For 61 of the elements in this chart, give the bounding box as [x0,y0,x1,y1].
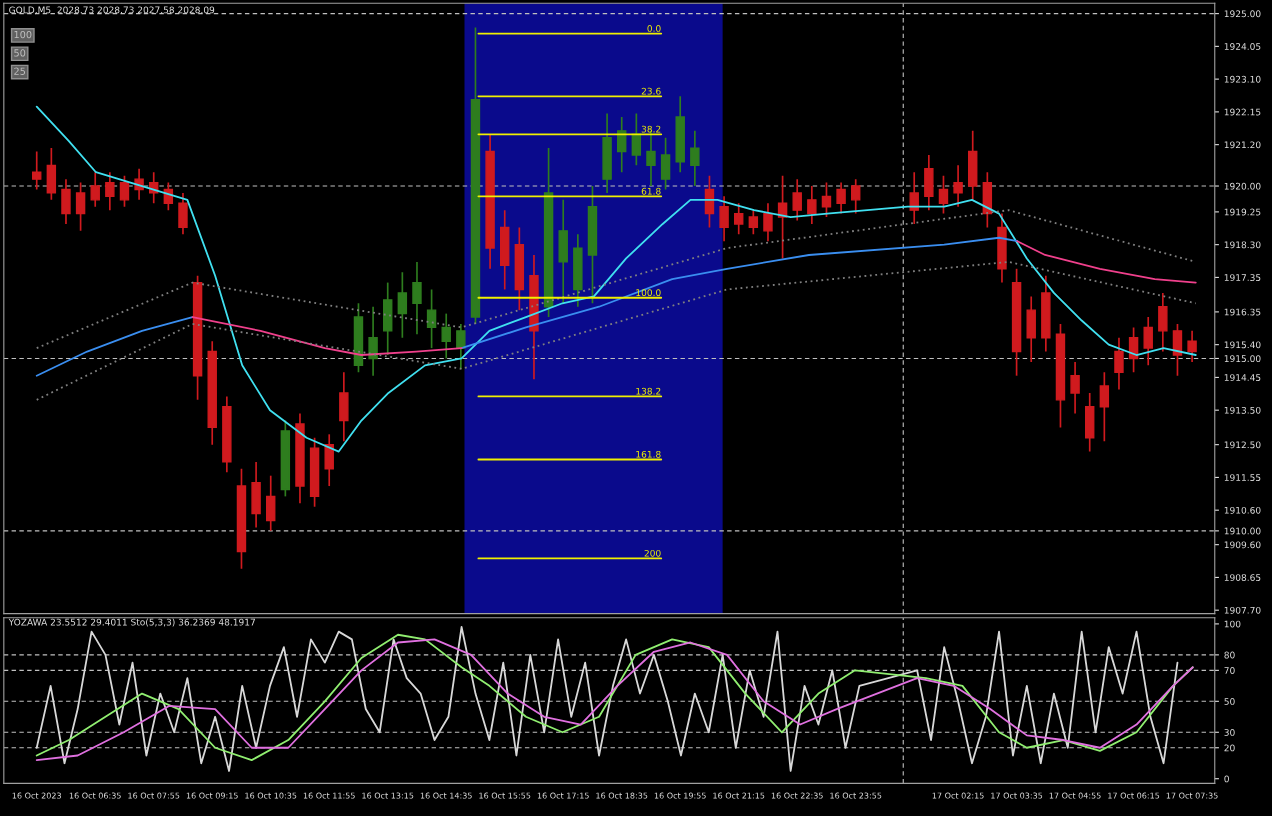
y-tick-label: 1915.00 [1224,355,1261,363]
y-tick-label: 1914.45 [1224,374,1261,381]
y-tick-label: 1917.35 [1224,274,1261,281]
x-tick-label: 17 Oct 03:35 [991,792,1043,799]
y-tick-label: 1908.65 [1224,574,1261,581]
x-tick-label: 16 Oct 2023 [12,792,61,799]
y-tick-label: 0 [1224,775,1229,783]
y-tick-label: 20 [1224,744,1235,752]
series-label: 23.6 [641,87,661,95]
x-tick-label: 17 Oct 07:35 [1166,792,1218,799]
x-tick-label: 16 Oct 06:35 [69,792,121,799]
y-tick-label: 1915.40 [1224,341,1261,349]
x-tick-label: 16 Oct 11:55 [303,792,355,799]
series-label: 38.2 [641,125,661,133]
x-tick-label: 17 Oct 04:55 [1049,792,1101,799]
y-tick-label: 1916.35 [1224,308,1261,316]
y-tick-label: 1922.15 [1224,108,1261,116]
x-tick-label: 16 Oct 19:55 [654,792,706,799]
x-tick-label: 16 Oct 07:55 [128,792,180,799]
y-tick-label: 1925.00 [1224,10,1261,18]
x-tick-label: 16 Oct 21:15 [713,792,765,799]
y-tick-label: 80 [1224,651,1235,659]
x-tick-label: 16 Oct 15:55 [479,792,531,799]
y-tick-label: 1919.25 [1224,208,1261,216]
chart-title: GOLD,M5 2028.73 2028.73 2027.58 2028.09 [9,6,215,15]
y-tick-label: 1921.20 [1224,141,1261,149]
y-tick-label: 1909.60 [1224,541,1261,549]
annotation: 50 [14,49,26,57]
y-tick-label: 1923.10 [1224,75,1261,83]
y-tick-label: 50 [1224,698,1235,705]
x-tick-label: 16 Oct 09:15 [186,792,238,799]
y-tick-label: 1910.00 [1224,527,1261,535]
annotation: 25 [14,67,26,75]
y-tick-label: 1911.55 [1224,474,1261,481]
chart-title: YOZAWA 23.5512 29.4011 Sto(5,3,3) 36.2369 48.1917 [8,618,255,627]
x-tick-label: 16 Oct 10:35 [245,792,297,799]
series-label: 61.8 [641,187,661,195]
series-label: 0.0 [647,25,661,32]
y-tick-label: 1918.30 [1224,241,1261,249]
x-tick-label: 16 Oct 18:35 [596,792,648,799]
x-tick-label: 16 Oct 17:15 [537,792,589,799]
y-tick-label: 1920.00 [1224,182,1261,190]
x-tick-label: 16 Oct 14:35 [420,792,472,799]
y-tick-label: 1912.50 [1224,441,1261,449]
series-label: 200 [644,549,661,557]
series-label: 138.2 [636,387,661,395]
x-tick-label: 16 Oct 13:15 [362,792,414,799]
x-tick-label: 17 Oct 02:15 [932,792,984,799]
x-tick-label: 17 Oct 06:15 [1108,792,1160,799]
x-tick-label: 16 Oct 23:55 [830,792,882,799]
y-tick-label: 30 [1224,729,1235,736]
annotation: 100 [14,30,32,39]
y-tick-label: 1910.60 [1224,506,1261,514]
y-tick-label: 100 [1224,620,1241,628]
series-label: 100.0 [636,289,661,297]
y-tick-label: 1913.50 [1224,406,1261,414]
y-tick-label: 1924.05 [1224,43,1261,50]
series-label: 161.8 [636,450,661,458]
y-tick-label: 1907.70 [1224,606,1261,614]
x-tick-label: 16 Oct 22:35 [771,792,823,799]
y-tick-label: 70 [1224,667,1235,674]
